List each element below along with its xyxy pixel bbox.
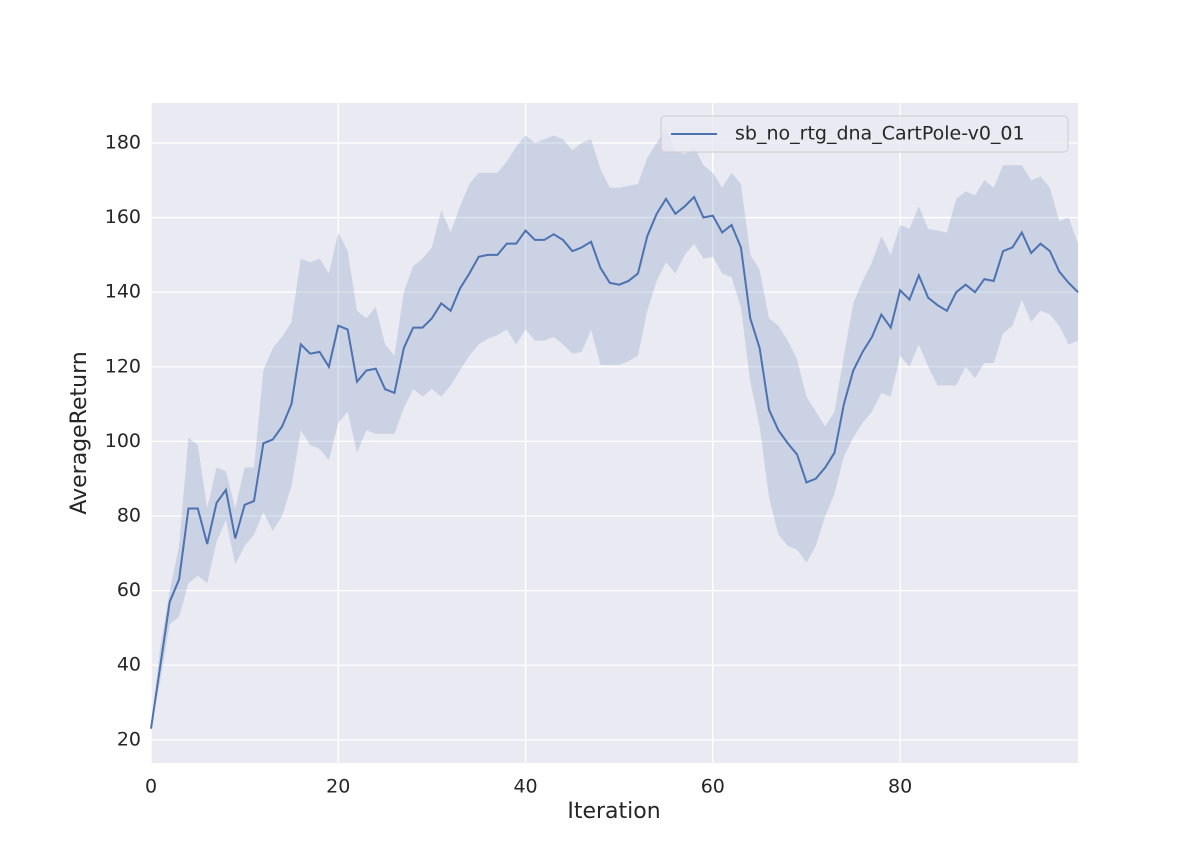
x-tick-label: 60 bbox=[701, 776, 725, 798]
x-tick-label: 0 bbox=[145, 776, 157, 798]
legend-label: sb_no_rtg_dna_CartPole-v0_01 bbox=[735, 123, 1025, 145]
y-tick-label: 40 bbox=[117, 654, 141, 676]
y-axis-label: AverageReturn bbox=[67, 351, 92, 514]
line bbox=[150, 195, 1079, 729]
y-tick-label: 180 bbox=[105, 131, 141, 153]
confidence-band bbox=[151, 127, 1078, 729]
x-tick-label: 40 bbox=[513, 776, 537, 798]
y-tick-label: 20 bbox=[117, 728, 141, 750]
plot-area bbox=[151, 103, 1078, 763]
y-tick-label: 60 bbox=[117, 579, 141, 601]
x-axis-label: Iteration bbox=[567, 799, 660, 824]
x-tick-label: 80 bbox=[888, 776, 912, 798]
y-tick-label: 80 bbox=[117, 505, 141, 527]
y-tick-label: 160 bbox=[105, 206, 141, 228]
legend: sb_no_rtg_dna_CartPole-v0_01 bbox=[660, 115, 1069, 153]
x-tick-label: 20 bbox=[326, 776, 350, 798]
y-tick-label: 120 bbox=[105, 355, 141, 377]
y-tick-label: 140 bbox=[105, 281, 141, 303]
legend-box bbox=[660, 115, 1069, 153]
y-tick-label: 100 bbox=[105, 430, 141, 452]
